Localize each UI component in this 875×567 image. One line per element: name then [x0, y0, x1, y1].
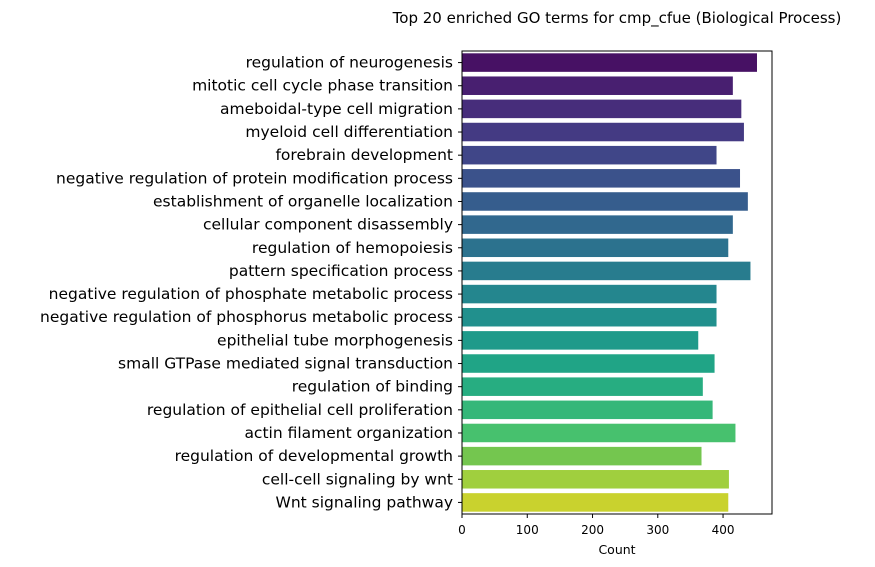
- bars-group: [462, 53, 757, 512]
- category-label: Wnt signaling pathway: [276, 493, 454, 511]
- category-label: regulation of epithelial cell proliferat…: [147, 401, 453, 419]
- x-tick-label: 300: [646, 523, 669, 537]
- bar: [462, 493, 729, 512]
- chart-title: Top 20 enriched GO terms for cmp_cfue (B…: [392, 9, 842, 28]
- category-label: mitotic cell cycle phase transition: [192, 77, 453, 95]
- category-label: actin filament organization: [244, 424, 453, 442]
- bar: [462, 377, 703, 396]
- bar: [462, 99, 742, 119]
- category-label: myeloid cell differentiation: [245, 123, 453, 141]
- bar: [462, 145, 717, 165]
- bar: [462, 307, 717, 327]
- category-label: epithelial tube morphogenesis: [217, 331, 453, 349]
- bar: [462, 261, 751, 281]
- bar: [462, 446, 702, 466]
- x-axis-title: Count: [598, 542, 635, 557]
- category-label: small GTPase mediated signal transductio…: [118, 355, 453, 373]
- category-label: establishment of organelle localization: [153, 192, 453, 210]
- category-label: cell-cell signaling by wnt: [262, 470, 453, 488]
- category-label: regulation of binding: [292, 378, 453, 396]
- x-tick-label: 200: [581, 523, 604, 537]
- x-tick-label: 100: [516, 523, 539, 537]
- bar: [462, 215, 733, 234]
- category-label: negative regulation of phosphorus metabo…: [40, 308, 453, 326]
- category-label: negative regulation of phosphate metabol…: [49, 285, 453, 303]
- bar: [462, 331, 699, 350]
- bar: [462, 192, 748, 211]
- plot-frame: [461, 50, 773, 515]
- category-label: forebrain development: [275, 146, 453, 164]
- category-label: pattern specification process: [229, 262, 453, 280]
- bar: [462, 423, 736, 443]
- bar: [462, 284, 717, 304]
- bar: [462, 53, 757, 72]
- bar: [462, 169, 741, 188]
- category-label: negative regulation of protein modificat…: [56, 169, 453, 187]
- bar: [462, 354, 715, 373]
- x-tick-label: 400: [712, 523, 735, 537]
- x-axis: 0 100 200 300 400: [458, 514, 735, 537]
- bar: [462, 470, 729, 489]
- category-label: regulation of developmental growth: [175, 447, 453, 465]
- bar: [462, 400, 713, 420]
- category-label: regulation of hemopoiesis: [252, 239, 453, 257]
- bar: [462, 238, 729, 258]
- category-label: regulation of neurogenesis: [246, 54, 453, 72]
- bar: [462, 122, 744, 142]
- category-label: cellular component disassembly: [203, 216, 453, 234]
- category-labels: regulation of neurogenesis mitotic cell c…: [40, 54, 462, 511]
- x-tick-label: 0: [458, 523, 466, 537]
- bar: [462, 76, 733, 95]
- category-label: ameboidal-type cell migration: [220, 100, 453, 118]
